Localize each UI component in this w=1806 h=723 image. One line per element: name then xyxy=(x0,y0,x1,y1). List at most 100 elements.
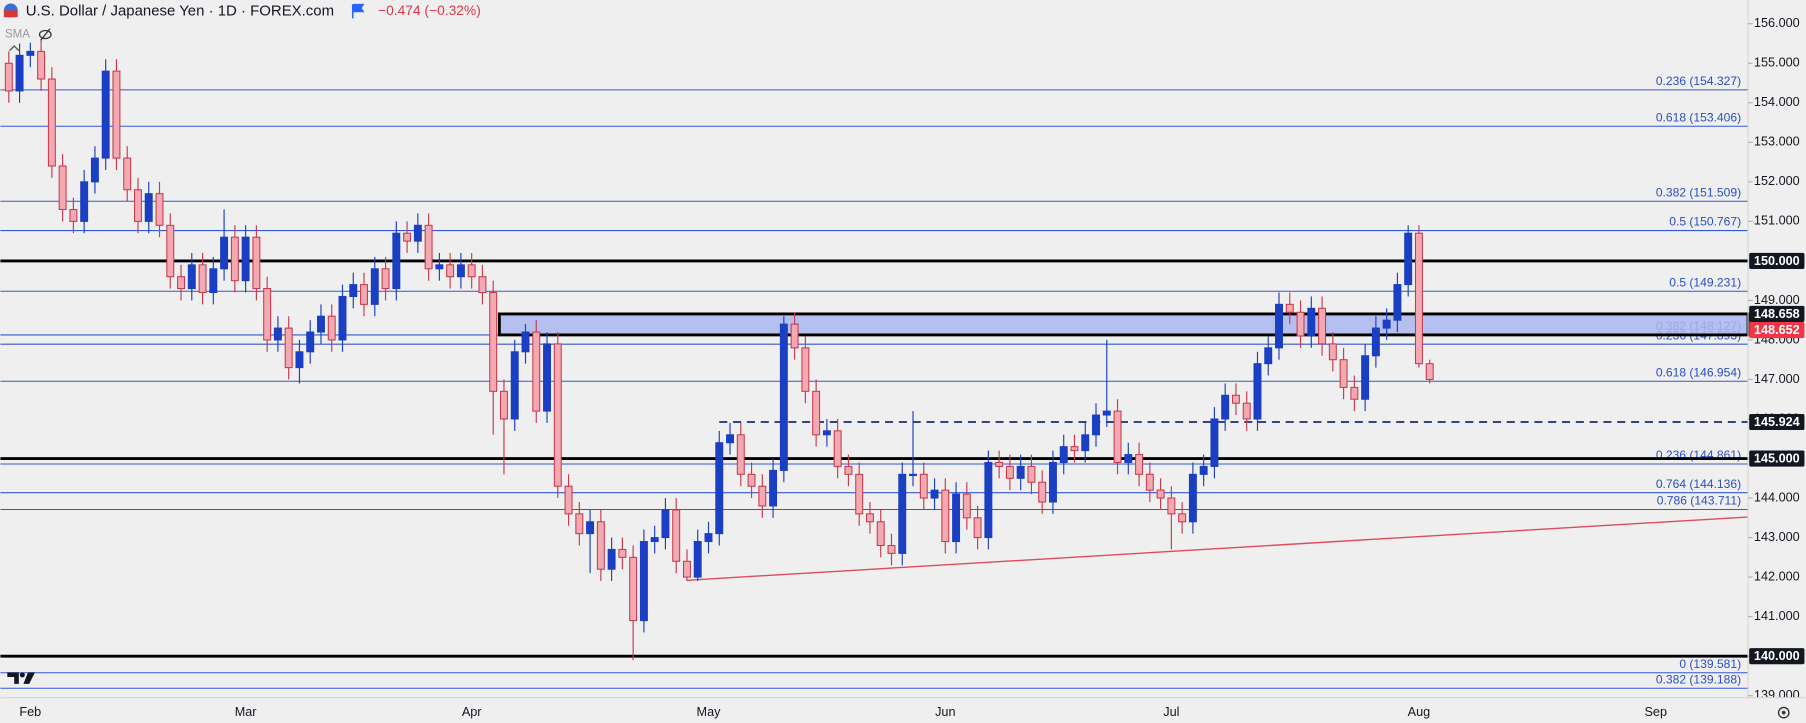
candle-body xyxy=(521,331,530,353)
candle-body xyxy=(1167,497,1176,515)
candle-body xyxy=(898,473,907,554)
candle-body xyxy=(489,291,498,392)
candle-body xyxy=(812,390,821,436)
fib-label: 0.618 (146.954) xyxy=(1656,365,1741,379)
candle-body xyxy=(704,533,713,543)
candle-body xyxy=(47,78,56,167)
candle-body xyxy=(241,236,250,282)
collapse-icon xyxy=(9,45,20,52)
fib-label: 0.382 (139.188) xyxy=(1656,672,1741,686)
candle-body xyxy=(618,548,627,558)
candle-body xyxy=(952,493,961,543)
candle-body xyxy=(1038,481,1047,503)
x-tick-label: Jul xyxy=(1163,705,1179,719)
y-tick-label: 151.000 xyxy=(1754,214,1800,228)
symbol-title: U.S. Dollar / Japanese Yen · 1D · FOREX.… xyxy=(26,2,334,19)
candle-body xyxy=(736,434,745,475)
candle-body xyxy=(1135,454,1144,475)
candle-body xyxy=(198,264,207,294)
y-tick-label: 152.000 xyxy=(1754,174,1800,188)
candle-body xyxy=(177,276,186,290)
candle-body xyxy=(693,541,702,578)
price-tag-label: 148.652 xyxy=(1754,323,1800,337)
candle-body xyxy=(543,343,551,412)
candle-body xyxy=(403,232,412,242)
candle-body xyxy=(381,268,390,290)
y-tick-label: 144.000 xyxy=(1754,490,1800,504)
indicator-label: SMA xyxy=(5,29,30,41)
candle-body xyxy=(306,331,315,353)
y-tick-label: 155.000 xyxy=(1754,56,1800,70)
candle-body xyxy=(1070,446,1079,452)
candle-body xyxy=(682,560,691,578)
price-tag xyxy=(1749,413,1805,431)
candle-body xyxy=(435,264,444,270)
fib-label: 0.236 (144.861) xyxy=(1656,448,1741,462)
candle-body xyxy=(564,485,573,515)
fib-label: 0.5 (150.767) xyxy=(1669,215,1741,229)
price-tag xyxy=(1749,450,1805,467)
y-tick-label: 149.000 xyxy=(1754,293,1800,307)
candle-body xyxy=(15,54,24,92)
candle-body xyxy=(1005,465,1014,479)
x-tick-label: Apr xyxy=(462,705,482,719)
candle-body xyxy=(230,236,239,282)
candle-body xyxy=(37,50,46,80)
candle-body xyxy=(413,224,422,242)
price-tag xyxy=(1749,305,1805,322)
candle-body xyxy=(1275,303,1283,349)
fib-label: 0 (139.581) xyxy=(1679,657,1741,671)
fib-label: 0.764 (144.136) xyxy=(1656,477,1741,491)
candle-body xyxy=(1371,327,1380,357)
candle-body xyxy=(166,224,175,278)
x-tick-label: May xyxy=(697,705,722,719)
candle-body xyxy=(1156,489,1165,499)
fib-label: 0.382 (151.509) xyxy=(1656,185,1741,199)
candle-body xyxy=(26,50,35,56)
zone xyxy=(497,312,1750,337)
y-tick-label: 153.000 xyxy=(1754,135,1800,149)
candle-body xyxy=(844,465,853,475)
candle-body xyxy=(134,189,142,222)
candle-body xyxy=(90,157,99,183)
candle-body xyxy=(995,461,1004,467)
candle-body xyxy=(478,276,487,294)
candle-body xyxy=(1102,410,1111,416)
trendline xyxy=(686,516,1748,581)
candle-body xyxy=(1328,343,1337,361)
candle-body xyxy=(672,509,681,562)
candle-body xyxy=(1188,473,1197,523)
candle-body xyxy=(1210,418,1219,467)
settings-gear[interactable] xyxy=(1777,706,1790,719)
candle-body xyxy=(1027,465,1036,483)
settings-gear-center[interactable] xyxy=(1781,710,1786,715)
symbol-flag xyxy=(3,10,18,18)
candle-body xyxy=(349,284,358,297)
candle-body xyxy=(1092,414,1100,436)
candle-body xyxy=(1414,232,1423,365)
settings-icon[interactable] xyxy=(1777,706,1790,719)
candle-body xyxy=(338,295,347,341)
x-tick-label: Jun xyxy=(935,705,955,719)
fib-label: 0.5 (149.231) xyxy=(1669,275,1741,289)
candle-body xyxy=(101,70,110,159)
candle-body xyxy=(317,315,325,333)
candle-body xyxy=(69,208,78,222)
candle-body xyxy=(919,473,928,499)
candle-body xyxy=(790,323,799,349)
candle-body xyxy=(726,434,734,444)
candle-body xyxy=(1307,307,1316,337)
candle-body xyxy=(1242,402,1251,420)
candle-body xyxy=(1016,465,1025,479)
candle-body xyxy=(1296,311,1305,337)
price-axis: 156.000 155.000 154.000 153.000 152.000 151.0… xyxy=(1748,16,1805,702)
candle-body xyxy=(220,236,229,270)
logo-mark xyxy=(7,672,35,684)
candle-body xyxy=(510,351,519,420)
header: U.S. Dollar / Japanese Yen · 1D · FOREX.… xyxy=(2,2,481,52)
candle-body xyxy=(1178,513,1187,523)
candle-body xyxy=(661,509,670,539)
